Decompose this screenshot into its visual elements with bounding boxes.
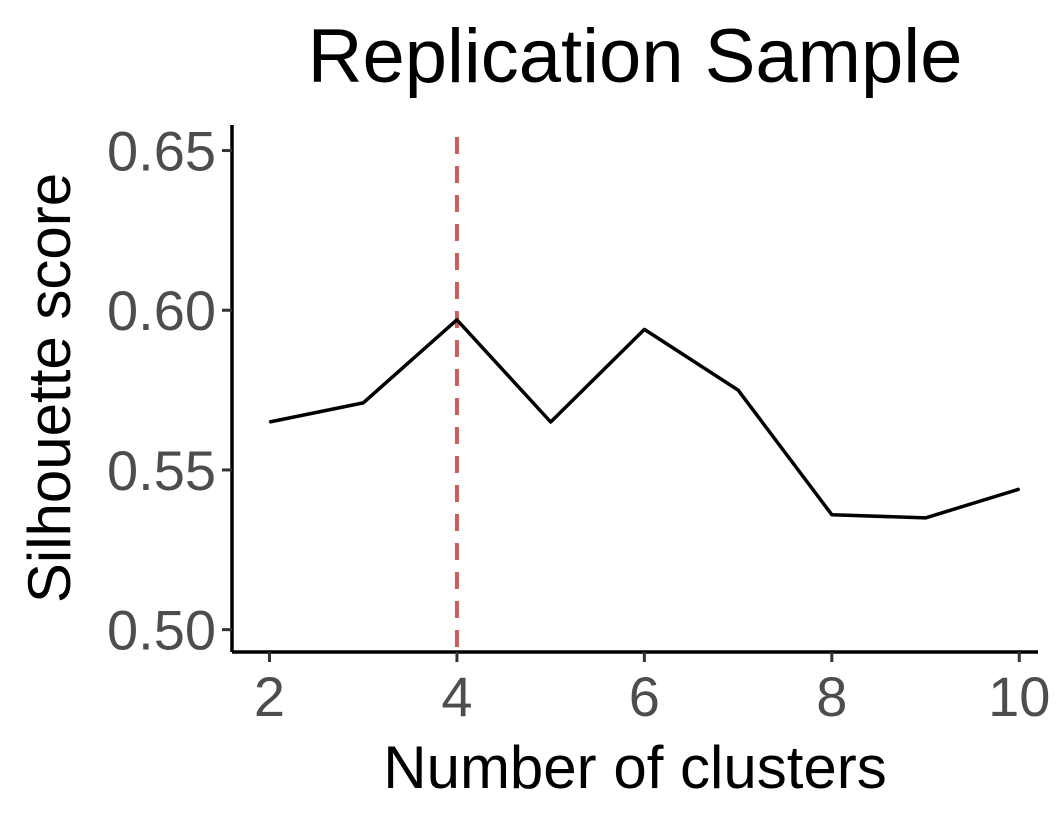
y-tick-label: 0.55	[107, 439, 216, 502]
chart-title: Replication Sample	[308, 14, 963, 99]
y-tick-label: 0.50	[107, 599, 216, 662]
y-axis-title: Silhouette score	[16, 173, 83, 603]
data-point	[924, 517, 927, 519]
data-point	[456, 319, 458, 321]
x-tick-label: 6	[629, 665, 660, 728]
data-point	[268, 421, 271, 423]
data-point	[643, 328, 646, 331]
x-tick-label: 2	[254, 665, 285, 728]
data-point	[362, 402, 365, 404]
y-tick-label: 0.60	[107, 279, 216, 342]
data-point	[737, 389, 739, 391]
x-tick-label: 10	[988, 665, 1050, 728]
data-point	[549, 421, 552, 423]
plot-area: 0.50 0.55 0.60 0.65 2 4 6 8 10	[107, 120, 1050, 728]
y-tick-label: 0.65	[107, 120, 216, 183]
x-tick-label: 8	[816, 665, 847, 728]
series-line	[269, 318, 1020, 520]
data-point	[831, 513, 833, 516]
x-tick-label: 4	[441, 665, 472, 728]
data-point	[1018, 488, 1021, 490]
x-axis-title: Number of clusters	[383, 734, 887, 801]
